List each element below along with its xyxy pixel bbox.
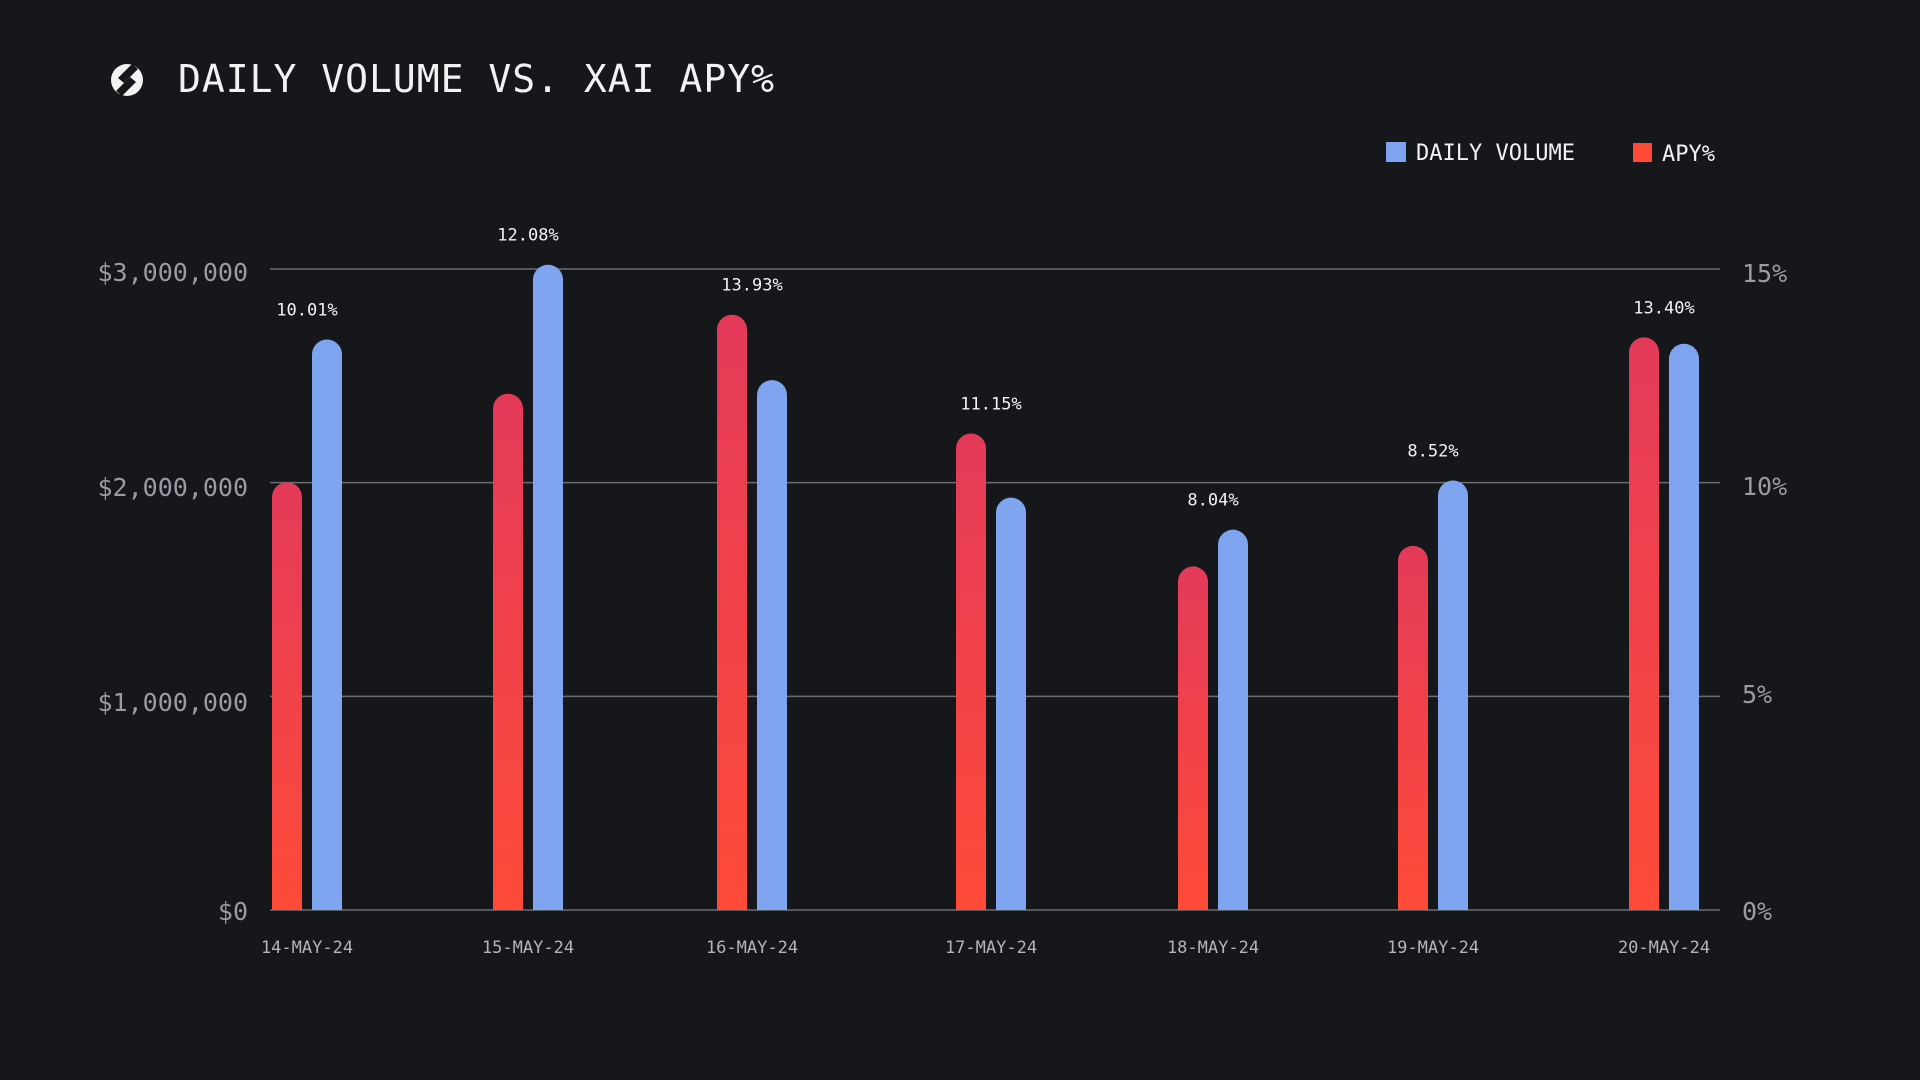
x-tick-label: 16-MAY-24: [706, 938, 798, 958]
y-left-tick-label: $1,000,000: [97, 688, 248, 717]
apy-data-label: 8.04%: [1187, 491, 1238, 511]
y-left-tick-label: $0: [218, 897, 248, 926]
y-right-tick-label: 10%: [1742, 472, 1787, 501]
legend-label-volume: DAILY VOLUME: [1416, 141, 1575, 166]
stakeway-logo-icon: [111, 64, 143, 96]
apy-data-label: 13.40%: [1633, 298, 1694, 318]
x-tick-label: 19-MAY-24: [1387, 938, 1479, 958]
y-left-tick-label: $3,000,000: [97, 258, 248, 287]
volume-bar: [996, 497, 1026, 910]
apy-data-label: 11.15%: [960, 395, 1021, 415]
apy-bar: [493, 393, 523, 910]
y-axis-left: $0 $1,000,000 $2,000,000 $3,000,000: [97, 258, 248, 926]
volume-bar: [757, 380, 787, 910]
x-tick-label: 15-MAY-24: [482, 938, 574, 958]
x-tick-label: 17-MAY-24: [945, 938, 1037, 958]
x-tick-label: 14-MAY-24: [261, 938, 353, 958]
volume-bar: [533, 264, 563, 910]
apy-bar: [717, 314, 747, 910]
volume-bar: [1669, 343, 1699, 911]
apy-bar: [272, 482, 302, 910]
apy-bar: [1178, 566, 1208, 910]
y-left-tick-label: $2,000,000: [97, 473, 248, 502]
apy-data-label: 8.52%: [1407, 442, 1458, 462]
chart-title: DAILY VOLUME VS. XAI APY%: [178, 57, 775, 101]
apy-data-label: 12.08%: [497, 226, 558, 246]
apy-bar: [1398, 545, 1428, 910]
apy-bar: [956, 433, 986, 910]
volume-bar: [1218, 529, 1248, 910]
apy-bar: [1629, 337, 1659, 910]
legend-label-apy: APY%: [1662, 142, 1715, 167]
apy-data-label: 10.01%: [276, 301, 337, 321]
gridlines: [270, 268, 1720, 911]
y-right-tick-label: 15%: [1742, 259, 1787, 288]
x-axis: 14-MAY-24 15-MAY-24 16-MAY-24 17-MAY-24 18-M…: [261, 938, 1710, 958]
bars: 10.01% 12.08% 13.93% 11.15% 8.04% 8.52% 13.40%: [272, 226, 1699, 911]
x-tick-label: 20-MAY-24: [1618, 938, 1710, 958]
legend: DAILY VOLUME APY%: [1386, 141, 1715, 167]
y-right-tick-label: 5%: [1742, 680, 1772, 709]
volume-bar: [312, 339, 342, 911]
x-tick-label: 18-MAY-24: [1167, 938, 1259, 958]
y-axis-right: 0% 5% 10% 15%: [1742, 259, 1787, 926]
volume-bar: [1438, 480, 1468, 910]
apy-data-label: 13.93%: [721, 276, 782, 296]
legend-swatch-apy: [1633, 143, 1652, 162]
y-right-tick-label: 0%: [1742, 897, 1772, 926]
legend-swatch-volume: [1386, 142, 1406, 162]
